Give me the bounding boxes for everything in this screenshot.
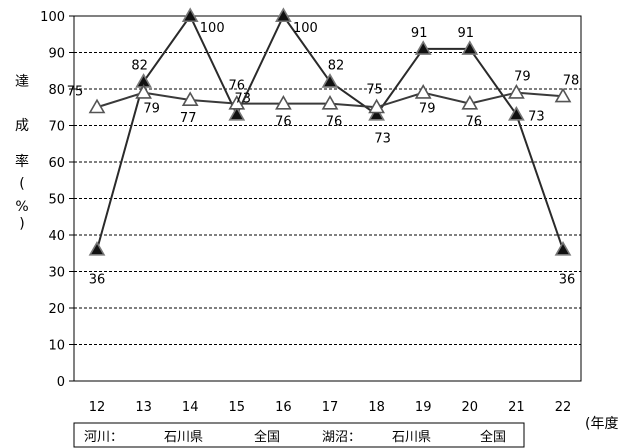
data-label-0-2: 100 bbox=[200, 21, 225, 36]
point-0-2 bbox=[181, 7, 199, 23]
y-tick-label-60: 60 bbox=[48, 156, 65, 171]
data-label-0-5: 82 bbox=[328, 59, 345, 74]
point-0-9 bbox=[508, 105, 525, 121]
y-axis-label-char-1: 成 bbox=[15, 118, 29, 134]
point-1-2 bbox=[181, 91, 199, 106]
data-label-1-6: 75 bbox=[366, 82, 383, 97]
point-0-0 bbox=[88, 240, 106, 256]
legend-item-2: 全国 bbox=[254, 429, 280, 445]
y-axis-label-char-4: % bbox=[15, 199, 28, 215]
data-label-0-6: 73 bbox=[374, 132, 391, 147]
x-tick-label-18: 18 bbox=[368, 400, 385, 415]
y-tick-label-20: 20 bbox=[48, 302, 65, 317]
x-tick-label-21: 21 bbox=[508, 400, 525, 415]
data-label-0-10: 36 bbox=[559, 273, 576, 288]
legend-item-1: 石川県 bbox=[164, 430, 203, 445]
data-label-1-9: 79 bbox=[514, 70, 531, 85]
y-axis-label-char-5: ) bbox=[19, 216, 24, 232]
y-axis-label-char-0: 達 bbox=[15, 74, 29, 90]
y-tick-labels: 0 10 20 30 40 50 60 70 80 90 100 bbox=[40, 10, 65, 390]
data-label-0-0: 36 bbox=[89, 273, 106, 288]
legend-item-4: 石川県 bbox=[392, 430, 431, 445]
point-0-3 bbox=[228, 105, 246, 121]
x-tick-label-12: 12 bbox=[89, 400, 106, 415]
point-0-10 bbox=[554, 240, 572, 256]
x-tick-label-14: 14 bbox=[182, 400, 199, 415]
point-1-0 bbox=[88, 98, 106, 114]
data-label-1-10: 78 bbox=[563, 73, 580, 88]
grid-lines bbox=[74, 52, 581, 345]
data-label-1-2: 77 bbox=[180, 111, 197, 126]
y-tick-label-10: 10 bbox=[48, 339, 65, 354]
y-tick-label-100: 100 bbox=[40, 10, 65, 25]
point-1-5 bbox=[321, 94, 339, 110]
data-label-1-1: 79 bbox=[143, 102, 160, 117]
data-label-0-9: 73 bbox=[528, 110, 545, 125]
x-tick-label-20: 20 bbox=[462, 400, 479, 415]
point-0-7 bbox=[414, 40, 432, 55]
x-tick-labels: 12 13 14 15 16 17 18 19 20 21 22 bbox=[89, 400, 572, 415]
y-axis-label-char-3: ( bbox=[19, 176, 24, 192]
point-0-6 bbox=[368, 105, 385, 121]
data-label-0-3: 73 bbox=[235, 92, 252, 107]
y-tick-label-80: 80 bbox=[48, 83, 65, 98]
point-0-8 bbox=[461, 40, 479, 55]
point-0-4 bbox=[275, 7, 292, 23]
point-1-7 bbox=[414, 84, 432, 99]
legend-item-5: 全国 bbox=[480, 429, 506, 445]
axes bbox=[69, 15, 582, 382]
point-1-3 bbox=[228, 94, 246, 110]
point-1-8 bbox=[461, 94, 479, 110]
legend-item-0: 河川： bbox=[84, 430, 123, 445]
y-tick-label-30: 30 bbox=[48, 266, 65, 281]
series-line-0 bbox=[96, 14, 564, 250]
legend: 河川： 石川県 全国 湖沼： 石川県 全国 bbox=[73, 422, 525, 448]
point-0-5 bbox=[321, 73, 339, 88]
x-tick-label-19: 19 bbox=[415, 400, 432, 415]
series-1 bbox=[88, 84, 572, 114]
data-label-1-8: 76 bbox=[466, 115, 483, 130]
data-labels-0: 36 82 100 73 100 82 73 91 91 73 36 bbox=[89, 21, 576, 288]
x-tick-label-16: 16 bbox=[275, 400, 292, 415]
data-label-1-4: 76 bbox=[275, 115, 292, 130]
series-0 bbox=[88, 7, 572, 256]
data-label-0-1: 82 bbox=[131, 59, 148, 74]
point-1-6 bbox=[368, 98, 385, 114]
point-1-9 bbox=[508, 84, 525, 99]
data-labels-1: 75 79 77 76 76 76 75 79 76 79 78 bbox=[67, 70, 580, 130]
y-axis-label-char-2: 率 bbox=[15, 153, 29, 170]
point-1-1 bbox=[135, 84, 152, 99]
data-label-1-3: 76 bbox=[229, 79, 246, 94]
y-tick-label-40: 40 bbox=[48, 229, 65, 244]
y-axis-label: 達成率 (%) bbox=[15, 74, 29, 232]
x-tick-label-15: 15 bbox=[229, 400, 246, 415]
series-group: 36 82 100 73 100 82 73 91 91 73 36 75 79 77 76 76 76 75 79… bbox=[67, 7, 580, 288]
data-label-0-7: 91 bbox=[411, 26, 428, 41]
data-label-0-8: 91 bbox=[458, 26, 475, 41]
legend-box bbox=[73, 422, 525, 448]
data-label-0-4: 100 bbox=[293, 21, 318, 36]
legend-item-3: 湖沼： bbox=[322, 430, 361, 445]
x-tick-label-13: 13 bbox=[135, 400, 152, 415]
y-tick-label-90: 90 bbox=[48, 47, 65, 62]
data-label-1-7: 79 bbox=[419, 102, 436, 117]
x-tick-label-22: 22 bbox=[555, 400, 572, 415]
data-label-1-0: 75 bbox=[67, 84, 84, 99]
x-axis-unit-label: (年度) bbox=[585, 416, 619, 432]
point-1-10 bbox=[554, 87, 572, 103]
point-1-4 bbox=[275, 94, 292, 110]
y-tick-label-50: 50 bbox=[48, 193, 65, 208]
x-tick-label-17: 17 bbox=[322, 400, 339, 415]
y-tick-label-0: 0 bbox=[57, 375, 65, 390]
data-label-1-5: 76 bbox=[326, 115, 343, 130]
y-tick-label-70: 70 bbox=[48, 120, 65, 135]
